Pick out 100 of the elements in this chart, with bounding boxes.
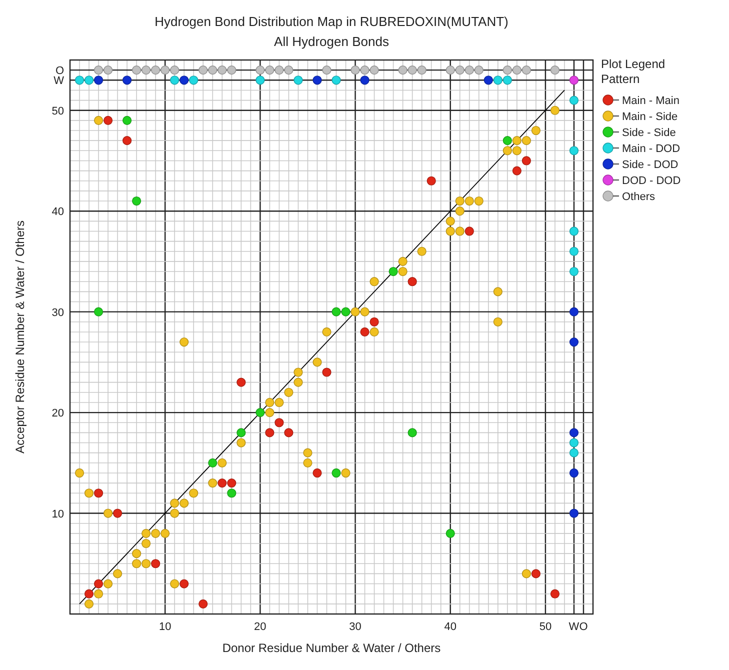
- point: [474, 196, 484, 206]
- legend-label: DOD - DOD: [622, 175, 681, 187]
- y-tick-label: 50: [52, 105, 64, 118]
- point: [265, 66, 274, 75]
- point: [569, 76, 579, 85]
- point: [160, 528, 170, 538]
- point: [569, 307, 579, 316]
- chart-subtitle: All Hydrogen Bonds: [274, 34, 390, 49]
- point: [464, 196, 474, 206]
- point: [218, 66, 227, 75]
- point: [569, 266, 579, 276]
- point: [512, 146, 522, 156]
- point: [569, 226, 579, 236]
- point: [218, 478, 227, 488]
- point: [350, 66, 360, 75]
- point: [493, 317, 502, 326]
- point: [84, 599, 94, 608]
- x-tick-label: 10: [158, 621, 172, 633]
- point: [502, 136, 512, 146]
- point: [170, 76, 180, 85]
- point: [151, 66, 160, 75]
- point: [550, 106, 560, 115]
- point: [236, 428, 246, 438]
- point: [474, 66, 484, 75]
- point: [360, 327, 370, 337]
- point: [569, 146, 579, 156]
- point: [455, 226, 464, 236]
- chart-title: Hydrogen Bond Distribution Map in RUBREDOXIN(MUTANT): [154, 14, 508, 29]
- point: [132, 196, 142, 206]
- y-tick-label: 40: [52, 206, 64, 218]
- point: [103, 66, 113, 75]
- point: [322, 66, 332, 75]
- point: [94, 307, 104, 316]
- point: [74, 468, 84, 478]
- point: [198, 66, 208, 75]
- point: [332, 76, 341, 85]
- point: [256, 76, 265, 85]
- x-tick-label: 40: [444, 621, 456, 633]
- point: [142, 528, 151, 538]
- point: [94, 579, 104, 588]
- point: [74, 76, 84, 85]
- point: [398, 256, 408, 266]
- legend-label: Main - DOD: [622, 143, 680, 155]
- point: [303, 448, 312, 458]
- point: [94, 76, 104, 85]
- point: [142, 538, 151, 548]
- point: [531, 126, 540, 136]
- point: [408, 277, 417, 286]
- point: [151, 559, 160, 568]
- point: [208, 458, 218, 468]
- point: [417, 66, 426, 75]
- point: [122, 136, 132, 146]
- point: [512, 166, 522, 176]
- point: [132, 559, 142, 568]
- point: [142, 559, 151, 568]
- point: [512, 136, 522, 146]
- point: [112, 569, 122, 578]
- point: [502, 76, 512, 85]
- point: [189, 76, 198, 85]
- point: [303, 458, 312, 468]
- point: [408, 428, 417, 438]
- point: [370, 277, 379, 286]
- point: [265, 398, 274, 408]
- point: [170, 579, 180, 588]
- point: [312, 358, 322, 367]
- legend-title: Plot Legend Pattern: [601, 57, 666, 86]
- point: [198, 599, 208, 608]
- point: [350, 307, 360, 316]
- point: [531, 569, 540, 578]
- point: [569, 468, 579, 478]
- point: [360, 307, 370, 316]
- x-tick-label: 50: [539, 621, 552, 633]
- point: [569, 448, 579, 458]
- point: [122, 76, 132, 85]
- point: [332, 468, 341, 478]
- point: [446, 216, 455, 226]
- point: [132, 66, 142, 75]
- point: [370, 66, 379, 75]
- point: [312, 468, 322, 478]
- point: [388, 266, 398, 276]
- point: [180, 498, 189, 508]
- point: [284, 388, 294, 397]
- point: [94, 66, 104, 75]
- point: [218, 458, 227, 468]
- point: [189, 488, 198, 498]
- point: [493, 287, 502, 296]
- y-tick-label: 30: [52, 306, 64, 319]
- point: [94, 116, 104, 125]
- point: [132, 549, 142, 558]
- y-tick-label: W: [54, 75, 65, 88]
- point: [236, 438, 246, 448]
- point: [294, 378, 303, 387]
- point: [360, 76, 370, 85]
- point: [398, 266, 408, 276]
- x-axis-title: Donor Residue Number & Water / Others: [222, 641, 441, 655]
- point: [94, 488, 104, 498]
- point: [550, 66, 560, 75]
- point: [493, 76, 502, 85]
- point: [464, 226, 474, 236]
- point: [170, 498, 180, 508]
